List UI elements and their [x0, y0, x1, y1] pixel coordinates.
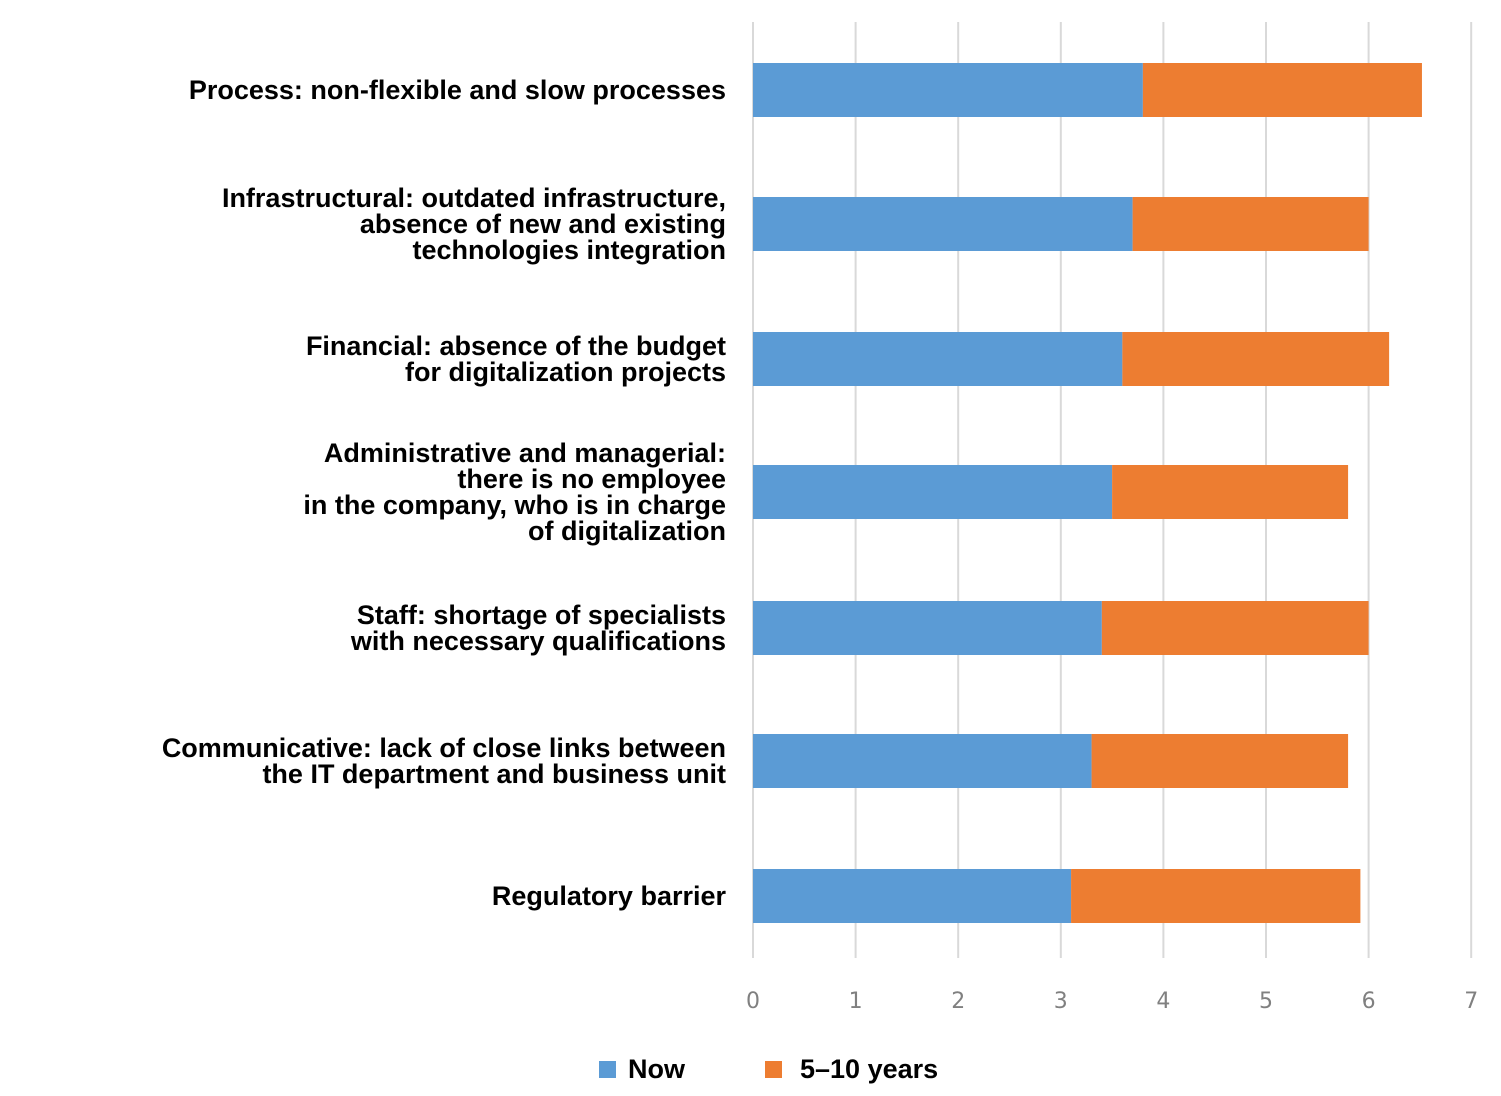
legend-label-future: 5–10 years	[800, 1054, 938, 1084]
bar-now-6	[753, 869, 1072, 923]
bar-now-5	[753, 734, 1092, 788]
category-label: Process: non-flexible and slow processes	[189, 75, 726, 105]
category-label: Regulatory barrier	[492, 881, 727, 911]
category-label: absence of new and existing	[360, 209, 726, 239]
x-axis-tick-labels: 0 1 2 3 4 5 6 7	[746, 989, 1478, 1014]
category-label: with necessary qualifications	[350, 626, 726, 656]
legend: Now 5–10 years	[599, 1054, 938, 1084]
bars	[753, 63, 1422, 923]
bar-future-6	[1071, 869, 1361, 923]
bar-future-4	[1101, 601, 1369, 655]
x-tick-label: 1	[849, 989, 863, 1014]
category-label: for digitalization projects	[405, 357, 726, 387]
category-label: Staff: shortage of specialists	[357, 600, 726, 630]
x-tick-label: 2	[951, 989, 965, 1014]
bar-now-2	[753, 332, 1123, 386]
bar-now-4	[753, 601, 1102, 655]
category-label: Administrative and managerial:	[324, 438, 726, 468]
category-label: of digitalization	[528, 516, 726, 546]
bar-future-0	[1142, 63, 1422, 117]
x-tick-label: 3	[1054, 989, 1068, 1014]
legend-label-now: Now	[628, 1054, 686, 1084]
x-tick-label: 4	[1156, 989, 1170, 1014]
category-label: Financial: absence of the budget	[306, 331, 726, 361]
bar-future-5	[1091, 734, 1349, 788]
category-label: Infrastructural: outdated infrastructure…	[222, 183, 726, 213]
legend-swatch-now	[599, 1061, 616, 1078]
bar-future-1	[1132, 197, 1369, 251]
x-tick-label: 0	[746, 989, 760, 1014]
category-labels: Process: non-flexible and slow processes…	[162, 75, 727, 911]
x-tick-label: 7	[1464, 989, 1478, 1014]
category-label: the IT department and business unit	[262, 759, 726, 789]
bar-now-1	[753, 197, 1133, 251]
bar-future-2	[1122, 332, 1390, 386]
legend-swatch-future	[765, 1061, 782, 1078]
category-label: in the company, who is in charge	[303, 490, 726, 520]
bar-now-0	[753, 63, 1143, 117]
category-label: Communicative: lack of close links betwe…	[162, 733, 726, 763]
category-label: technologies integration	[412, 235, 726, 265]
bar-now-3	[753, 465, 1113, 519]
x-tick-label: 6	[1362, 989, 1376, 1014]
x-tick-label: 5	[1259, 989, 1273, 1014]
category-label: there is no employee	[457, 464, 726, 494]
bar-future-3	[1112, 465, 1349, 519]
